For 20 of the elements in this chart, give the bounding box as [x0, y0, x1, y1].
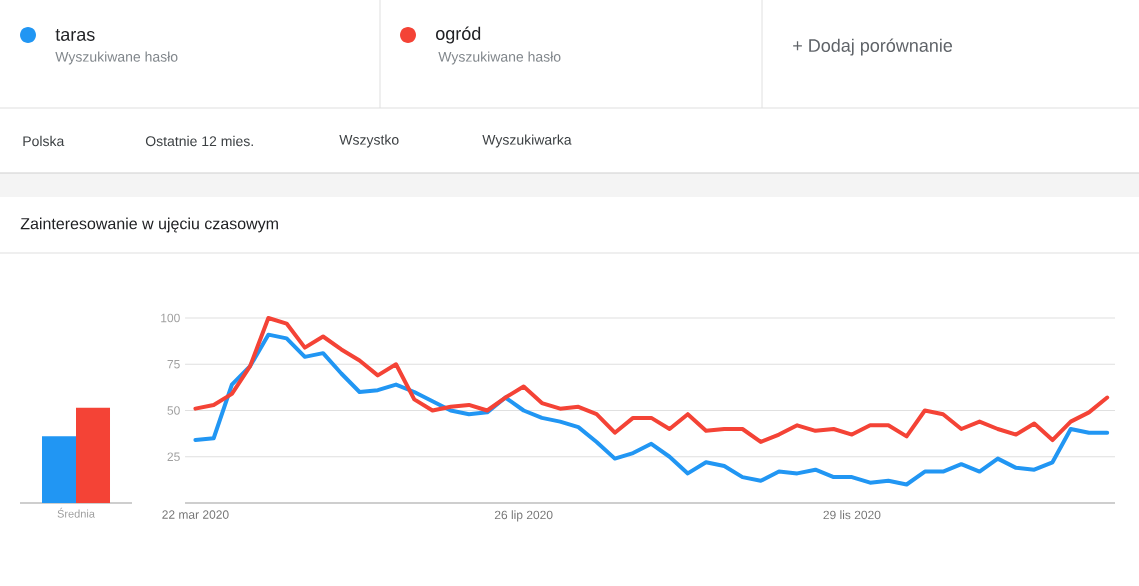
text: Ostatnie 12 mies.: [145, 135, 253, 147]
text: Polska: [23, 135, 65, 147]
chart-title: Zainteresowanie w ujęciu czasowym: [20, 217, 278, 233]
x-tick-label: 22 mar 2020: [162, 510, 229, 519]
text: Wszystko: [339, 134, 399, 148]
text: Wyszukiwarka: [482, 134, 572, 148]
x-tick-label: 29 lis 2020: [823, 510, 881, 520]
x-tick-label: Średnia: [57, 507, 95, 518]
y-tick-label: 50: [167, 406, 180, 415]
y-tick-label: 75: [167, 360, 180, 369]
legend-label: ogród: [436, 26, 481, 44]
x-tick-label: 26 lip 2020: [494, 510, 553, 522]
text: Wyszukiwane hasło: [55, 51, 178, 65]
y-tick-label: 100: [161, 313, 180, 323]
text: + Dodaj porównanie: [793, 38, 953, 56]
line-series: [193, 316, 1110, 444]
line-series: [193, 332, 1110, 487]
legend-label: taras: [55, 29, 95, 41]
text: Wyszukiwane hasło: [438, 51, 561, 65]
y-tick-label: 25: [167, 452, 180, 462]
